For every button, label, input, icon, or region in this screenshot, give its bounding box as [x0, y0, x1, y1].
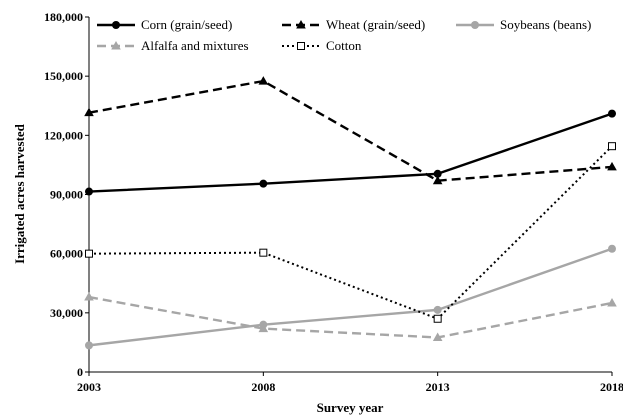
- data-point-soybeans-beans: [85, 341, 93, 350]
- legend-marker: [111, 41, 121, 50]
- series-line-wheat-grain-seed: [88, 79, 613, 182]
- y-tick-label: 0: [77, 365, 83, 379]
- x-tick-label: 2018: [600, 380, 623, 394]
- x-tick-label: 2008: [251, 380, 275, 394]
- legend-label: Corn (grain/seed): [141, 17, 232, 32]
- data-point-cotton: [608, 142, 616, 151]
- data-point-corn-grain-seed: [608, 109, 616, 118]
- data-point-wheat-grain-seed: [84, 107, 94, 117]
- y-axis-label: Irrigated acres harvested: [12, 123, 27, 264]
- y-tick-label: 120,000: [44, 128, 83, 142]
- y-tick-label: 180,000: [44, 10, 83, 24]
- legend-item-wheat-grain-seed: Wheat (grain/seed): [282, 17, 425, 32]
- series-corn-grain-seed: [85, 109, 616, 196]
- data-point-wheat-grain-seed: [607, 161, 617, 171]
- data-point-wheat-grain-seed: [432, 175, 443, 185]
- legend-item-corn-grain-seed: Corn (grain/seed): [97, 17, 232, 32]
- data-point-alfalfa-and-mixtures: [258, 323, 269, 333]
- data-point-cotton: [85, 249, 93, 258]
- series-wheat-grain-seed: [84, 76, 617, 185]
- data-point-soybeans-beans: [433, 305, 442, 314]
- series-cotton: [85, 142, 616, 323]
- data-point-soybeans-beans: [608, 244, 616, 253]
- legend-item-soybeans-beans: Soybeans (beans): [456, 17, 591, 32]
- legend-label: Wheat (grain/seed): [326, 17, 425, 32]
- data-point-cotton: [433, 314, 442, 323]
- data-point-wheat-grain-seed: [258, 76, 269, 85]
- legend-marker: [471, 21, 479, 29]
- series-lines: [84, 76, 617, 350]
- data-point-cotton: [259, 248, 268, 257]
- legend-marker: [297, 42, 305, 50]
- x-axis-label: Survey year: [317, 400, 384, 415]
- y-tick-label: 60,000: [50, 247, 83, 261]
- data-point-corn-grain-seed: [85, 187, 93, 196]
- data-point-corn-grain-seed: [259, 179, 268, 188]
- data-point-corn-grain-seed: [433, 169, 442, 178]
- x-tick-label: 2003: [77, 380, 101, 394]
- x-tick-label: 2013: [426, 380, 450, 394]
- series-line-corn-grain-seed: [88, 112, 613, 193]
- data-point-alfalfa-and-mixtures: [432, 332, 443, 341]
- legend-item-cotton: Cotton: [282, 38, 362, 53]
- legend-label: Alfalfa and mixtures: [141, 38, 249, 53]
- series-line-alfalfa-and-mixtures: [88, 295, 613, 339]
- x-tick-labels: 2003 2008 2013 2018: [77, 372, 623, 394]
- y-tick-label: 150,000: [44, 69, 83, 83]
- data-point-alfalfa-and-mixtures: [84, 292, 94, 301]
- y-tick-labels: 0 30,000 60,000 90,000 120,000 150,000 180,000: [44, 10, 89, 379]
- data-point-alfalfa-and-mixtures: [607, 297, 617, 307]
- series-line-cotton: [88, 145, 613, 320]
- y-tick-label: 90,000: [50, 188, 83, 202]
- series-alfalfa-and-mixtures: [84, 292, 617, 341]
- legend-marker: [112, 21, 120, 29]
- legend-label: Cotton: [326, 38, 362, 53]
- legend: Corn (grain/seed) Wheat (grain/seed) Soybe…: [97, 17, 591, 53]
- series-soybeans-beans: [85, 244, 616, 350]
- series-line-soybeans-beans: [88, 247, 613, 347]
- legend-item-alfalfa-and-mixtures: Alfalfa and mixtures: [97, 38, 249, 53]
- legend-marker: [296, 20, 306, 29]
- y-tick-label: 30,000: [50, 306, 83, 320]
- legend-label: Soybeans (beans): [500, 17, 591, 32]
